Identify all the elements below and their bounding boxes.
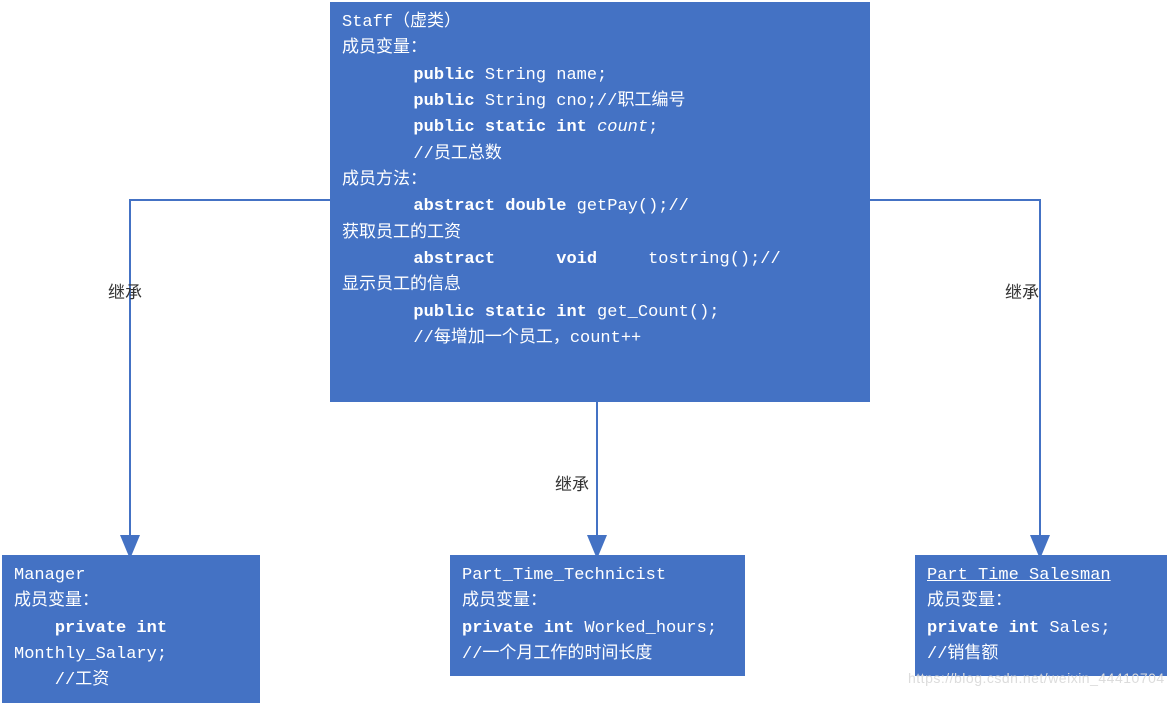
staff-member-3: public static int count; bbox=[342, 115, 858, 141]
staff-member-comment: //员工总数 bbox=[342, 142, 858, 168]
node-staff: Staff（虚类） 成员变量： public String name; publ… bbox=[330, 2, 870, 402]
manager-field-2: Monthly_Salary; bbox=[14, 642, 248, 668]
staff-method-3: public static int get_Count(); bbox=[342, 300, 858, 326]
edge-label-manager: 继承 bbox=[108, 278, 142, 303]
salesman-field: private int Sales; bbox=[927, 616, 1155, 642]
salesman-members-label: 成员变量： bbox=[927, 589, 1155, 615]
node-technicist: Part_Time_Technicist 成员变量： private int W… bbox=[450, 555, 745, 676]
manager-comment: //工资 bbox=[14, 668, 248, 694]
staff-member-2: public String cno;//职工编号 bbox=[342, 89, 858, 115]
staff-members-label: 成员变量： bbox=[342, 36, 858, 62]
staff-method-2: abstract void tostring();// bbox=[342, 247, 858, 273]
watermark-text: https://blog.csdn.net/weixin_44410704 bbox=[908, 670, 1165, 686]
technicist-members-label: 成员变量： bbox=[462, 589, 733, 615]
salesman-comment: //销售额 bbox=[927, 642, 1155, 668]
class-inheritance-diagram: 继承 继承 继承 Staff（虚类） 成员变量： public String n… bbox=[0, 0, 1174, 693]
edge-staff-manager bbox=[130, 200, 330, 555]
edge-label-technicist: 继承 bbox=[555, 470, 589, 495]
node-salesman: Part_Time_Salesman 成员变量： private int Sal… bbox=[915, 555, 1167, 676]
staff-title: Staff（虚类） bbox=[342, 10, 858, 36]
node-manager: Manager 成员变量： private int Monthly_Salary… bbox=[2, 555, 260, 703]
edge-label-salesman: 继承 bbox=[1005, 278, 1039, 303]
salesman-title: Part_Time_Salesman bbox=[927, 563, 1155, 589]
staff-method-1-desc: 获取员工的工资 bbox=[342, 221, 858, 247]
staff-method-2-desc: 显示员工的信息 bbox=[342, 273, 858, 299]
manager-field-1: private int bbox=[14, 616, 248, 642]
staff-method-1: abstract double getPay();// bbox=[342, 194, 858, 220]
staff-method-3-comment: //每增加一个员工，count++ bbox=[342, 326, 858, 352]
technicist-comment: //一个月工作的时间长度 bbox=[462, 642, 733, 668]
edge-staff-salesman bbox=[870, 200, 1040, 555]
staff-member-1: public String name; bbox=[342, 63, 858, 89]
manager-members-label: 成员变量： bbox=[14, 589, 248, 615]
technicist-field: private int Worked_hours; bbox=[462, 616, 733, 642]
technicist-title: Part_Time_Technicist bbox=[462, 563, 733, 589]
manager-title: Manager bbox=[14, 563, 248, 589]
staff-methods-label: 成员方法： bbox=[342, 168, 858, 194]
